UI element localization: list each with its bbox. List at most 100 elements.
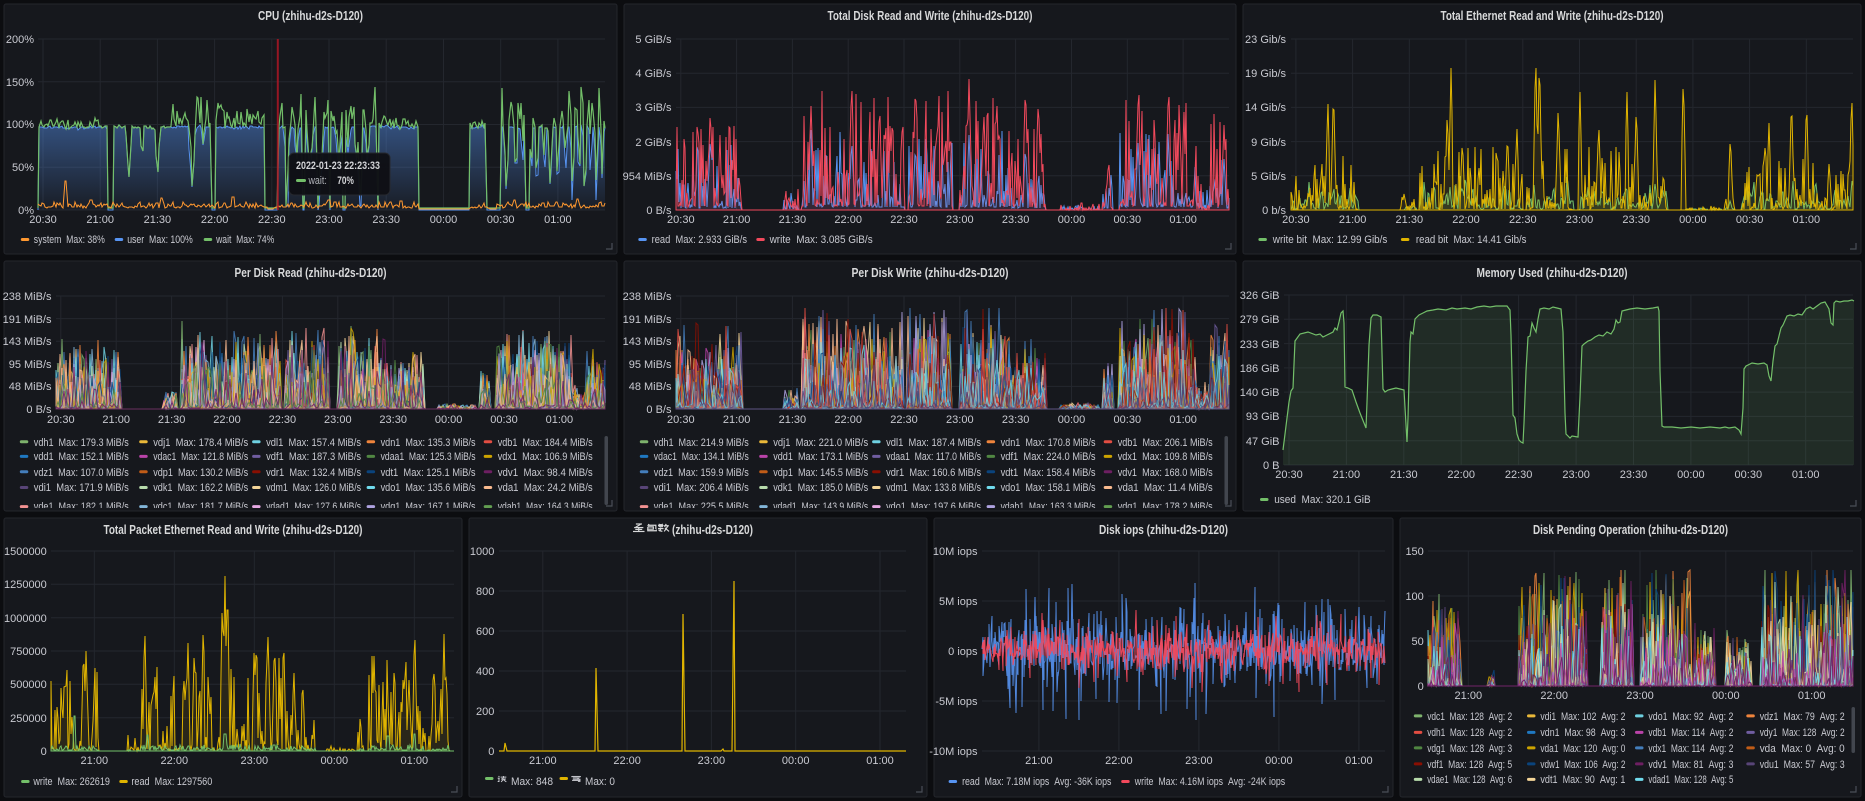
svg-text:write Max: 4.16M iops Avg: -: write Max: 4.16M iops Avg: -24K iops (1134, 776, 1286, 788)
svg-text:01:00: 01:00 (546, 414, 574, 426)
svg-text:23 Gib/s: 23 Gib/s (1245, 34, 1286, 46)
svg-text:23:30: 23:30 (1620, 469, 1648, 481)
svg-text:22:00: 22:00 (834, 214, 862, 226)
svg-text:100%: 100% (6, 119, 34, 131)
svg-text:00:00: 00:00 (1712, 690, 1740, 702)
svg-text:vdn1 Max: 170.8 MiB/s: vdn1 Max: 170.8 MiB/s (1001, 437, 1096, 449)
svg-text:vdw1 Max: 106 Avg: 2: vdw1 Max: 106 Avg: 2 (1540, 759, 1625, 771)
svg-text:00:00: 00:00 (782, 755, 810, 767)
svg-text:write Max: 262619: write Max: 262619 (33, 776, 110, 788)
svg-text:vdd1 Max: 152.1 MiB/s: vdd1 Max: 152.1 MiB/s (34, 451, 129, 463)
svg-text:vdb1 Max: 206.1 MiB/s: vdb1 Max: 206.1 MiB/s (1118, 437, 1213, 449)
svg-text:22:30: 22:30 (1505, 469, 1533, 481)
svg-text:1000000: 1000000 (4, 613, 47, 625)
svg-text:vdk1 Max: 162.2 MiB/s: vdk1 Max: 162.2 MiB/s (153, 482, 248, 494)
svg-text:Max: 0: Max: 0 (585, 776, 615, 788)
svg-text:23:30: 23:30 (372, 214, 400, 226)
svg-text:191 MiB/s: 191 MiB/s (623, 314, 672, 326)
svg-text:500000: 500000 (10, 679, 47, 691)
svg-text:00:00: 00:00 (1679, 214, 1707, 226)
svg-text:22:00: 22:00 (1447, 469, 1475, 481)
svg-text:vdac1 Max: 134.1 MiB/s: vdac1 Max: 134.1 MiB/s (654, 451, 749, 463)
svg-text:vdf1 Max: 128 Avg: 5: vdf1 Max: 128 Avg: 5 (1427, 759, 1512, 771)
svg-text:vdo1 Max: 135.6 MiB/s: vdo1 Max: 135.6 MiB/s (381, 482, 476, 494)
svg-text:vdad1 Max: 128 Avg: 5: vdad1 Max: 128 Avg: 5 (1648, 774, 1733, 786)
svg-text:200%: 200% (6, 34, 34, 46)
svg-text:Total Disk Read and Write (zhi: Total Disk Read and Write (zhihu-d2s-D12… (828, 9, 1033, 23)
svg-text:0 B: 0 B (1263, 460, 1280, 472)
svg-text:150%: 150% (6, 77, 34, 89)
svg-text:vdaa1 Max: 117.0 MiB/s: vdaa1 Max: 117.0 MiB/s (886, 451, 981, 463)
svg-text:5 Gib/s: 5 Gib/s (1251, 171, 1286, 183)
svg-text:186 GiB: 186 GiB (1240, 363, 1280, 375)
svg-text:2022-01-23 22:23:33: 2022-01-23 22:23:33 (296, 160, 380, 172)
svg-text:01:00: 01:00 (866, 755, 894, 767)
svg-text:00:00: 00:00 (1677, 469, 1705, 481)
svg-text:vdp1 Max: 145.5 MiB/s: vdp1 Max: 145.5 MiB/s (773, 467, 868, 479)
svg-text:22:30: 22:30 (890, 414, 918, 426)
svg-text:22:30: 22:30 (258, 214, 286, 226)
svg-text:21:00: 21:00 (81, 755, 109, 767)
svg-text:vdq1 Max: 167.1 MiB/s: vdq1 Max: 167.1 MiB/s (381, 501, 476, 513)
svg-text:21:00: 21:00 (102, 414, 130, 426)
svg-text:0%: 0% (18, 205, 34, 217)
svg-text:00:30: 00:30 (1735, 469, 1763, 481)
svg-text:21:00: 21:00 (86, 214, 114, 226)
svg-text:954 MiB/s: 954 MiB/s (623, 171, 672, 183)
svg-text:vdh1 Max: 179.3 MiB/s: vdh1 Max: 179.3 MiB/s (34, 437, 129, 449)
svg-text:vdz1 Max: 79 Avg: 2: vdz1 Max: 79 Avg: 2 (1760, 711, 1845, 723)
svg-text:user Max: 100%: user Max: 100% (127, 234, 193, 246)
svg-text:vdo1 Max: 158.1 MiB/s: vdo1 Max: 158.1 MiB/s (1001, 482, 1096, 494)
svg-text:00:30: 00:30 (487, 214, 515, 226)
svg-text:vdr1 Max: 132.4 MiB/s: vdr1 Max: 132.4 MiB/s (266, 467, 361, 479)
svg-text:0 b/s: 0 b/s (1262, 205, 1286, 217)
svg-text:wait Max: 74%: wait Max: 74% (215, 234, 274, 246)
svg-text:00:00: 00:00 (1058, 414, 1086, 426)
svg-text:vdi1 Max: 171.9 MiB/s: vdi1 Max: 171.9 MiB/s (34, 482, 129, 494)
svg-text:vdj1 Max: 178.4 MiB/s: vdj1 Max: 178.4 MiB/s (153, 437, 248, 449)
svg-text:vdy1 Max: 128 Avg: 2: vdy1 Max: 128 Avg: 2 (1760, 727, 1845, 739)
svg-text:read Max: 7.18M iops Avg: -3: read Max: 7.18M iops Avg: -36K iops (962, 776, 1112, 788)
svg-text:vdz1 Max: 159.9 MiB/s: vdz1 Max: 159.9 MiB/s (654, 467, 749, 479)
svg-text:70%: 70% (337, 175, 354, 187)
svg-text:vdh1 Max: 128 Avg: 2: vdh1 Max: 128 Avg: 2 (1427, 727, 1512, 739)
svg-text:vdo1 Max: 92 Avg: 2: vdo1 Max: 92 Avg: 2 (1648, 711, 1733, 723)
svg-text:00:30: 00:30 (1114, 414, 1142, 426)
svg-text:750000: 750000 (10, 646, 47, 658)
svg-text:48 MiB/s: 48 MiB/s (629, 381, 672, 393)
svg-text:14 Gib/s: 14 Gib/s (1245, 102, 1286, 114)
svg-text:23:00: 23:00 (1566, 214, 1594, 226)
svg-text:23:30: 23:30 (1002, 214, 1030, 226)
svg-text:Memory Used (zhihu-d2s-D120): Memory Used (zhihu-d2s-D120) (1477, 266, 1628, 280)
svg-text:Total Packet Ethernet Read and: Total Packet Ethernet Read and Write (zh… (104, 523, 363, 537)
svg-text:0: 0 (1418, 681, 1424, 693)
svg-text:21:30: 21:30 (779, 414, 807, 426)
svg-text:20:30: 20:30 (47, 414, 75, 426)
svg-text:50: 50 (1412, 636, 1424, 648)
svg-text:vdg1 Max: 128 Avg: 3: vdg1 Max: 128 Avg: 3 (1427, 743, 1512, 755)
svg-text:write Max: 3.085 GiB/s: write Max: 3.085 GiB/s (769, 234, 873, 246)
svg-text:23:30: 23:30 (1002, 414, 1030, 426)
svg-text:21:30: 21:30 (158, 414, 186, 426)
svg-text:10M iops: 10M iops (933, 546, 978, 558)
svg-text:vdv1 Max: 168.0 MiB/s: vdv1 Max: 168.0 MiB/s (1118, 467, 1213, 479)
svg-text:vdt1 Max: 125.1 MiB/s: vdt1 Max: 125.1 MiB/s (381, 467, 476, 479)
svg-text:vdt1 Max: 158.4 MiB/s: vdt1 Max: 158.4 MiB/s (1001, 467, 1096, 479)
svg-text:vdh1 Max: 214.9 MiB/s: vdh1 Max: 214.9 MiB/s (654, 437, 749, 449)
svg-text:00:00: 00:00 (321, 755, 349, 767)
svg-text:vdaa1 Max: 125.3 MiB/s: vdaa1 Max: 125.3 MiB/s (381, 451, 476, 463)
svg-text:vda1 Max: 11.4 MiB/s: vda1 Max: 11.4 MiB/s (1118, 482, 1213, 494)
svg-text:23:00: 23:00 (698, 755, 726, 767)
svg-text:Max: 848: Max: 848 (511, 776, 553, 788)
svg-text:read Max: 2.933 GiB/s: read Max: 2.933 GiB/s (652, 234, 748, 246)
svg-text:48 MiB/s: 48 MiB/s (9, 381, 52, 393)
svg-text:Total Ethernet Read and Write: Total Ethernet Read and Write (zhihu-d2s… (1441, 9, 1664, 23)
svg-text:read bit Max: 14.41 Gib/s: read bit Max: 14.41 Gib/s (1416, 234, 1527, 246)
svg-text:23:00: 23:00 (324, 414, 352, 426)
svg-text:vda1 Max: 120 Avg: 0: vda1 Max: 120 Avg: 0 (1540, 743, 1625, 755)
svg-text:20:30: 20:30 (1282, 214, 1310, 226)
svg-text:21:00: 21:00 (529, 755, 557, 767)
svg-text:vdx1 Max: 106.9 MiB/s: vdx1 Max: 106.9 MiB/s (498, 451, 593, 463)
svg-text:01:00: 01:00 (1792, 469, 1820, 481)
svg-text:0: 0 (41, 746, 47, 758)
